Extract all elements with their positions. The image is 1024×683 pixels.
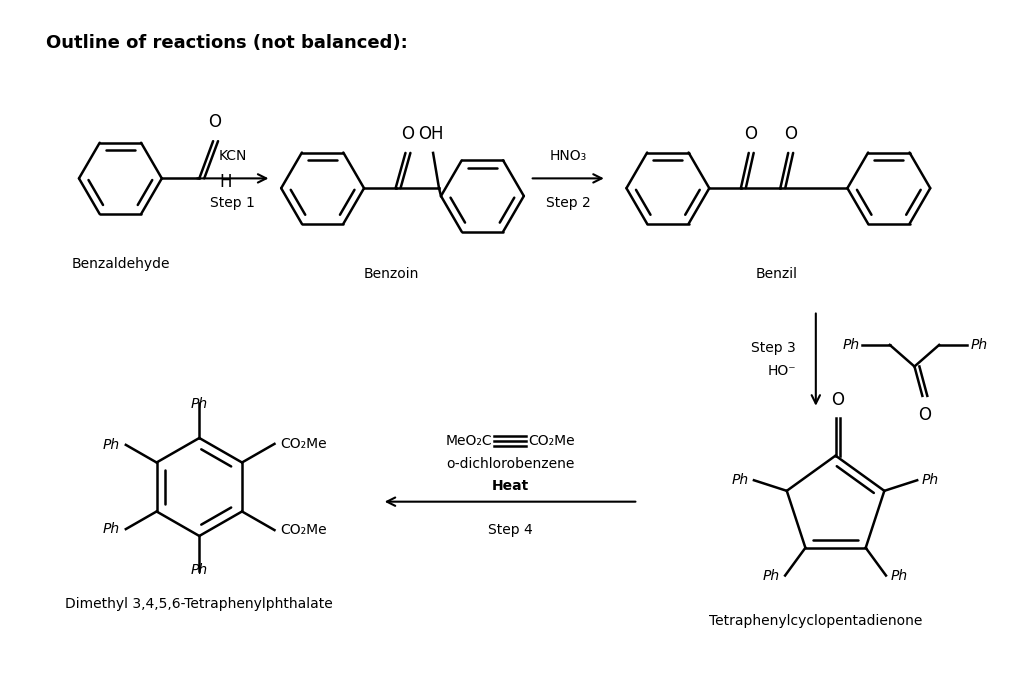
Text: CO₂Me: CO₂Me (281, 437, 327, 451)
Text: CO₂Me: CO₂Me (527, 434, 574, 448)
Text: Tetraphenylcyclopentadienone: Tetraphenylcyclopentadienone (710, 614, 923, 628)
Text: Ph: Ph (971, 338, 988, 352)
Text: Ph: Ph (102, 438, 120, 452)
Text: Ph: Ph (922, 473, 939, 487)
Text: Step 1: Step 1 (210, 196, 255, 210)
Text: O: O (831, 391, 844, 408)
Text: Benzil: Benzil (756, 266, 798, 281)
Text: MeO₂C: MeO₂C (445, 434, 493, 448)
Text: HO⁻: HO⁻ (767, 364, 796, 378)
Text: Ph: Ph (763, 568, 780, 583)
Text: O: O (209, 113, 221, 131)
Text: H: H (219, 173, 231, 191)
Text: Benzoin: Benzoin (364, 266, 420, 281)
Text: Ph: Ph (843, 338, 860, 352)
Text: Ph: Ph (891, 568, 908, 583)
Text: Step 3: Step 3 (752, 341, 796, 355)
Text: KCN: KCN (219, 149, 247, 163)
Text: Ph: Ph (190, 563, 208, 577)
Text: OH: OH (419, 125, 443, 143)
Text: O: O (783, 125, 797, 143)
Text: HNO₃: HNO₃ (550, 149, 587, 163)
Text: O: O (918, 406, 931, 423)
Text: Step 2: Step 2 (546, 196, 591, 210)
Text: Ph: Ph (732, 473, 749, 487)
Text: Ph: Ph (190, 397, 208, 411)
Text: Heat: Heat (492, 479, 528, 493)
Text: O: O (744, 125, 757, 143)
Text: CO₂Me: CO₂Me (281, 523, 327, 537)
Text: o-dichlorobenzene: o-dichlorobenzene (445, 458, 574, 471)
Text: Step 4: Step 4 (487, 523, 532, 538)
Text: Ph: Ph (102, 522, 120, 536)
Text: Outline of reactions (not balanced):: Outline of reactions (not balanced): (46, 34, 409, 53)
Text: Dimethyl 3,4,5,6-Tetraphenylphthalate: Dimethyl 3,4,5,6-Tetraphenylphthalate (66, 597, 333, 611)
Text: O: O (401, 125, 414, 143)
Text: Benzaldehyde: Benzaldehyde (71, 257, 170, 270)
